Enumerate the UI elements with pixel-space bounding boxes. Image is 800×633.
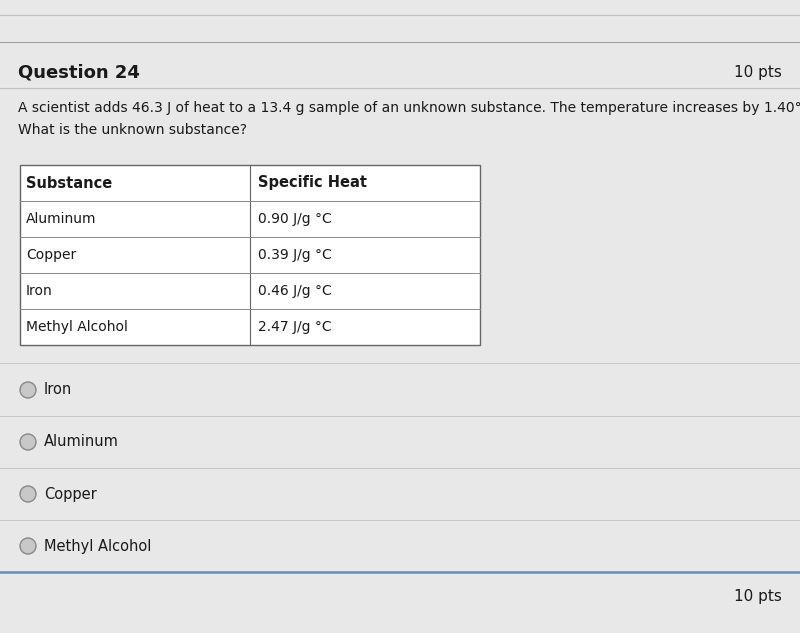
Text: 10 pts: 10 pts <box>734 589 782 605</box>
Text: Aluminum: Aluminum <box>26 212 97 226</box>
Text: Copper: Copper <box>44 487 97 501</box>
Text: Substance: Substance <box>26 175 112 191</box>
Text: Methyl Alcohol: Methyl Alcohol <box>26 320 128 334</box>
Text: 2.47 J/g °C: 2.47 J/g °C <box>258 320 332 334</box>
Text: Question 24: Question 24 <box>18 63 140 81</box>
Text: Iron: Iron <box>26 284 53 298</box>
Circle shape <box>20 434 36 450</box>
Text: 10 pts: 10 pts <box>734 65 782 80</box>
Text: Specific Heat: Specific Heat <box>258 175 367 191</box>
Text: Copper: Copper <box>26 248 76 262</box>
Text: Iron: Iron <box>44 382 72 398</box>
Circle shape <box>20 538 36 554</box>
Text: 0.46 J/g °C: 0.46 J/g °C <box>258 284 332 298</box>
Text: What is the unknown substance?: What is the unknown substance? <box>18 123 247 137</box>
Text: A scientist adds 46.3 J of heat to a 13.4 g sample of an unknown substance. The : A scientist adds 46.3 J of heat to a 13.… <box>18 101 800 115</box>
Text: Methyl Alcohol: Methyl Alcohol <box>44 539 151 553</box>
Bar <box>20 165 480 345</box>
Text: 0.39 J/g °C: 0.39 J/g °C <box>258 248 332 262</box>
Circle shape <box>20 382 36 398</box>
Circle shape <box>20 486 36 502</box>
Text: 0.90 J/g °C: 0.90 J/g °C <box>258 212 332 226</box>
Text: Aluminum: Aluminum <box>44 434 119 449</box>
Bar <box>20 165 480 345</box>
